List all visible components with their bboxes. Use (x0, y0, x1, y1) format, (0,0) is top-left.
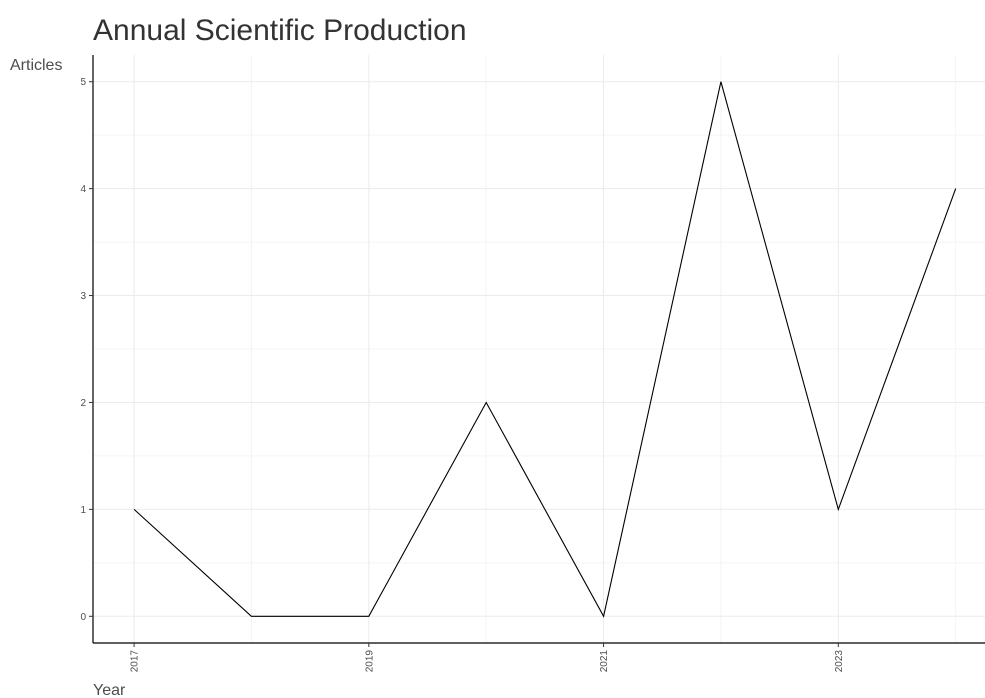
y-tick-label: 1 (80, 505, 86, 516)
chart-title: Annual Scientific Production (93, 14, 467, 47)
tick-labels: 0 1 2 3 4 5 2017 2019 2021 2023 (80, 77, 844, 672)
y-tick-label: 5 (80, 77, 86, 88)
x-tick-label: 2017 (130, 650, 141, 673)
y-tick-label: 4 (80, 184, 86, 195)
y-tick-label: 2 (80, 398, 86, 409)
y-tick-label: 3 (80, 291, 86, 302)
articles-series-line (133, 81, 957, 618)
y-tick-label: 0 (80, 612, 86, 623)
grid (93, 55, 985, 643)
series-layer (133, 81, 957, 618)
x-tick-label: 2023 (834, 650, 845, 673)
axes (89, 55, 985, 647)
x-tick-label: 2021 (599, 650, 610, 673)
y-axis-title: Articles (10, 57, 62, 74)
x-tick-label: 2019 (364, 650, 375, 673)
x-axis-title: Year (93, 682, 126, 698)
